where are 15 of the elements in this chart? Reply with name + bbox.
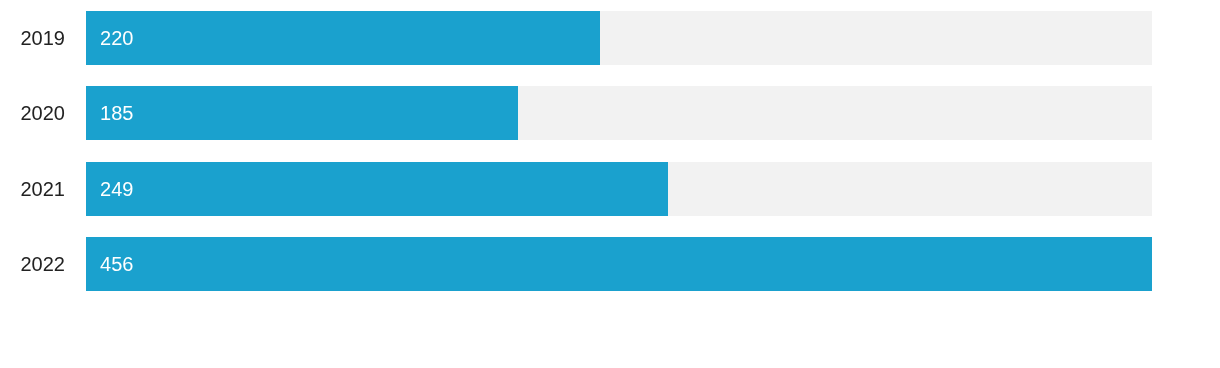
bar — [668, 161, 1152, 216]
y-tick-label: 2019 — [20, 26, 65, 49]
bar — [86, 86, 519, 141]
bar — [86, 10, 601, 65]
data-label: 220 — [89, 26, 134, 49]
bar — [86, 161, 669, 216]
y-tick-label: 2020 — [20, 102, 65, 125]
data-label: 456 — [89, 253, 134, 276]
data-label: 249 — [89, 177, 134, 200]
data-label: 185 — [89, 102, 134, 125]
y-tick-label: 2022 — [20, 253, 65, 276]
bar — [600, 10, 1152, 65]
bar — [86, 237, 1152, 292]
bar — [518, 86, 1152, 141]
y-tick-label: 2021 — [20, 177, 65, 200]
